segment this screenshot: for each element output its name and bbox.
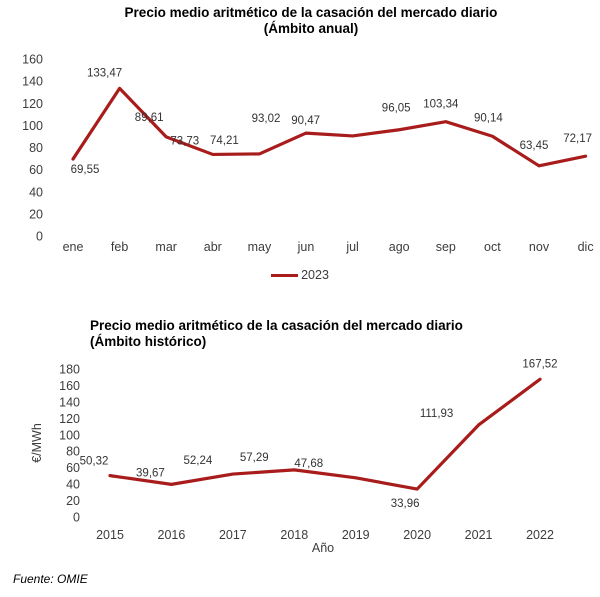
x-axis-category-label: nov (529, 240, 550, 254)
y-axis-tick-label: 0 (73, 511, 80, 525)
y-axis-tick-label: 160 (59, 379, 80, 393)
y-axis-tick-label: 140 (59, 395, 80, 409)
annual-chart-legend: 2023 (0, 268, 600, 282)
data-point-label: 90,47 (291, 115, 320, 127)
y-axis-tick-label: 60 (29, 163, 43, 177)
data-point-label: 93,02 (252, 113, 281, 125)
x-axis-category-label: 2019 (342, 528, 370, 542)
x-axis-category-label: ene (63, 240, 84, 254)
x-axis-category-label: dic (578, 240, 594, 254)
x-axis-category-label: 2018 (280, 528, 308, 542)
data-point-label: 33,96 (391, 498, 420, 510)
legend-label: 2023 (301, 268, 329, 282)
x-axis-category-label: abr (204, 240, 222, 254)
annual-chart-plot: 160 140 120 100 80 60 40 20 0 ene feb mar abr may jun j… (22, 53, 594, 255)
x-axis-category-label: 2015 (96, 528, 124, 542)
data-point-label: 90,14 (474, 112, 503, 124)
y-axis-tick-label: 80 (29, 141, 43, 155)
historic-chart-title-line2: (Ámbito histórico) (90, 333, 207, 349)
x-axis-category-label: sep (436, 240, 456, 254)
y-axis-tick-label: 120 (59, 412, 80, 426)
annual-chart-title: Precio medio aritmético de la casación d… (22, 5, 600, 37)
data-point-label: 50,32 (80, 456, 109, 468)
y-axis-tick-label: 160 (22, 53, 43, 67)
y-axis-tick-label: 180 (59, 363, 80, 377)
y-axis-tick-label: 100 (59, 428, 80, 442)
legend-line-swatch (271, 273, 299, 277)
x-axis-category-label: 2016 (158, 528, 186, 542)
x-axis-category-label: jul (345, 240, 359, 254)
historic-chart-plot: 180 160 140 120 100 80 60 40 20 0 2015 2016 2017 2018… (30, 358, 558, 555)
y-axis-tick-label: 40 (29, 185, 43, 199)
y-axis-tick-label: 120 (22, 97, 43, 111)
x-axis-category-label: oct (484, 240, 501, 254)
y-axis-tick-label: 20 (29, 207, 43, 221)
data-point-label: 73,73 (170, 135, 199, 147)
data-point-label: 47,68 (294, 458, 323, 470)
x-axis-category-label: 2017 (219, 528, 247, 542)
data-point-label: 89,61 (135, 112, 164, 124)
data-point-label: 63,45 (520, 140, 549, 152)
data-point-label: 167,52 (522, 358, 557, 370)
data-point-label: 69,55 (71, 164, 100, 176)
x-axis-title: Año (312, 541, 334, 555)
y-axis-tick-label: 20 (66, 494, 80, 508)
data-point-label: 96,05 (382, 103, 411, 115)
x-axis-category-label: jun (297, 240, 315, 254)
data-point-label: 111,93 (420, 408, 453, 420)
data-point-label: 103,34 (423, 99, 459, 111)
data-point-label: 39,67 (136, 467, 165, 479)
y-axis-tick-label: 40 (66, 478, 80, 492)
x-axis-category-label: mar (155, 240, 177, 254)
y-axis-tick-label: 100 (22, 119, 43, 133)
historic-chart-title-line1: Precio medio aritmético de la casación d… (90, 318, 463, 333)
y-axis-tick-label: 60 (66, 461, 80, 475)
source-note: Fuente: OMIE (13, 572, 88, 586)
y-axis-title: €/MWh (30, 423, 44, 463)
data-point-label: 52,24 (183, 455, 212, 467)
x-axis-category-label: ago (389, 240, 410, 254)
x-axis-category-label: 2020 (403, 528, 431, 542)
y-axis-tick-label: 140 (22, 75, 43, 89)
x-axis-category-label: may (248, 240, 272, 254)
y-axis-tick-label: 80 (66, 445, 80, 459)
historic-chart-title: Precio medio aritmético de la casación d… (90, 318, 550, 349)
series-line (108, 377, 542, 491)
data-point-label: 74,21 (210, 135, 239, 147)
data-point-label: 133,47 (87, 67, 122, 79)
x-axis-category-label: 2022 (526, 528, 554, 542)
annual-chart-title-line1: Precio medio aritmético de la casación d… (124, 5, 498, 20)
y-axis-tick-label: 0 (36, 230, 43, 244)
x-axis-category-label: feb (111, 240, 128, 254)
data-point-label: 57,29 (240, 452, 269, 464)
x-axis-category-label: 2021 (465, 528, 493, 542)
data-point-label: 72,17 (563, 133, 592, 145)
series-line (71, 86, 588, 168)
annual-chart-title-line2: (Ámbito anual) (263, 21, 359, 36)
